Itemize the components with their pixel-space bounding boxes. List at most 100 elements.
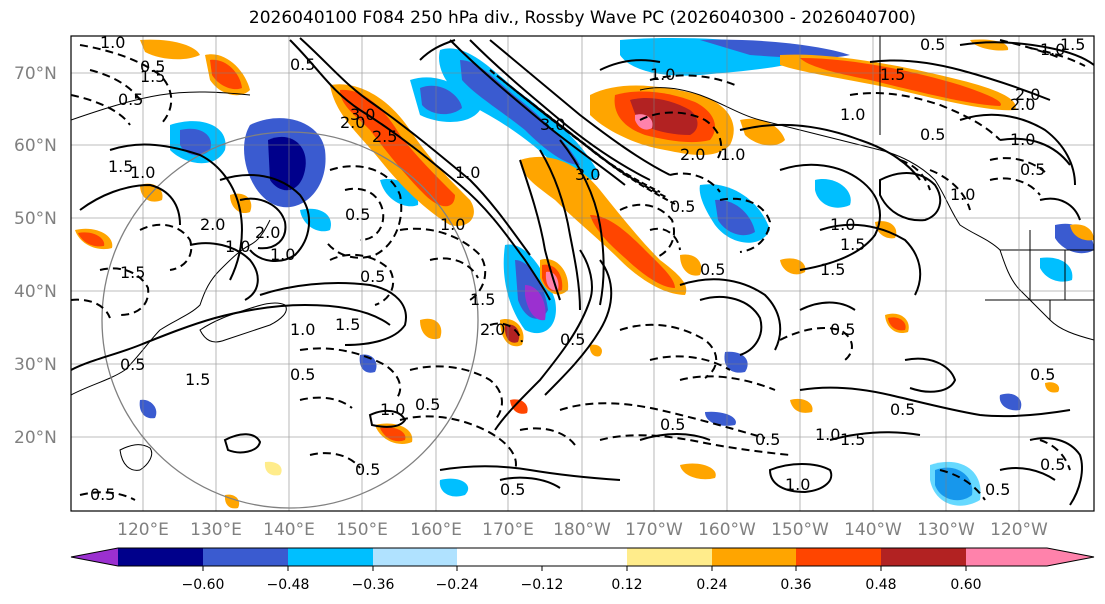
contour-label: 1.0 — [815, 425, 840, 444]
colorbar-tick: 0.12 — [611, 577, 642, 593]
contour-label: 0.5 — [755, 430, 780, 449]
colorbar-segment — [373, 548, 457, 566]
contour-label: 1.0 — [720, 145, 745, 164]
colorbar-segment — [881, 548, 966, 566]
contour-label: 2.0 — [480, 320, 505, 339]
colorbar-tick: 0.24 — [696, 577, 727, 593]
contour-label: 0.5 — [1030, 365, 1055, 384]
contour-label: 0.5 — [290, 365, 315, 384]
contour-label: 0.5 — [985, 480, 1010, 499]
colorbar-tick: 0.48 — [865, 577, 896, 593]
reference-circle — [101, 131, 479, 509]
contour-label: 0.5 — [920, 125, 945, 144]
contour-label: 1.0 — [130, 163, 155, 182]
contour-label: 1.0 — [440, 215, 465, 234]
contour-label: 1.0 — [270, 245, 295, 264]
contour-label: 1.5 — [470, 290, 495, 309]
colorbar-outline — [70, 547, 1095, 567]
lon-label: 150°W — [771, 520, 829, 540]
contour-label: 1.5 — [840, 430, 865, 449]
contour-label: 0.5 — [700, 260, 725, 279]
lon-label: 180°W — [553, 520, 611, 540]
gridlines — [71, 36, 1094, 511]
lon-label: 160°E — [410, 520, 462, 540]
contour-label: 2.0 — [340, 113, 365, 132]
colorbar-tick: −0.36 — [352, 577, 395, 593]
contour-label: 1.0 — [785, 475, 810, 494]
contour-label: 1.5 — [1060, 35, 1085, 54]
contour-label: 0.5 — [660, 415, 685, 434]
contour-label: 0.5 — [415, 395, 440, 414]
colorbar-extend-left — [71, 548, 118, 566]
colorbar-tick: −0.60 — [182, 577, 225, 593]
contour-label: 0.5 — [290, 55, 315, 74]
colorbar-segment — [627, 548, 712, 566]
colorbar-segment — [288, 548, 373, 566]
coastlines — [71, 36, 1094, 471]
lon-label: 120°E — [117, 520, 169, 540]
contour-label: 1.5 — [840, 235, 865, 254]
contour-label: 1.5 — [120, 263, 145, 282]
divergence-shading — [75, 38, 1094, 509]
chart-title: 2026040100 F084 250 hPa div., Rossby Wav… — [248, 8, 917, 28]
colorbar-segment — [457, 548, 542, 566]
lat-label-60n: 60°N — [14, 136, 57, 156]
colorbar-segment — [203, 548, 288, 566]
lon-label: 160°W — [698, 520, 756, 540]
contour-labels: 1.0 1.5 0.5 0.5 1.0 1.5 2.0 1.0 1.0 0.5 … — [90, 33, 1085, 504]
lat-label-50n: 50°N — [14, 209, 57, 229]
contour-label: 1.0 — [380, 400, 405, 419]
contour-label: 0.5 — [90, 485, 115, 504]
contour-label: 0.5 — [355, 460, 380, 479]
longitude-labels: 120°E 130°E 140°E 150°E 160°E 170°E 180°… — [117, 520, 1048, 540]
contour-label: 0.5 — [1040, 455, 1065, 474]
contour-label: 1.5 — [335, 315, 360, 334]
colorbar-segment — [712, 548, 796, 566]
contour-label: 2.0 — [1015, 85, 1040, 104]
contour-label: 1.0 — [840, 105, 865, 124]
contour-label: 2.5 — [372, 127, 397, 146]
colorbar-tick: 0.60 — [950, 577, 981, 593]
lat-label-20n: 20°N — [14, 428, 57, 448]
contour-label: 2.0 — [200, 215, 225, 234]
contour-label: 0.5 — [345, 205, 370, 224]
latitude-labels: 70°N 60°N 50°N 40°N 30°N 20°N — [14, 64, 57, 448]
lon-label: 170°E — [482, 520, 534, 540]
contour-label: 0.5 — [890, 400, 915, 419]
contour-label: 1.0 — [1010, 130, 1035, 149]
contour-label: 1.0 — [100, 33, 125, 52]
colorbar-extend-right — [1047, 548, 1094, 566]
contour-label: 1.5 — [108, 157, 133, 176]
jet-contours — [489, 69, 676, 205]
dashed-contours — [71, 39, 1086, 501]
contour-label: 0.5 — [140, 57, 165, 76]
colorbar-segment — [542, 548, 627, 566]
contour-label: 0.5 — [118, 90, 143, 109]
lon-label: 130°W — [917, 520, 975, 540]
contour-label: 0.5 — [830, 320, 855, 339]
lon-label: 170°W — [625, 520, 683, 540]
contour-label: 2.0 — [1010, 95, 1035, 114]
map-frame — [70, 35, 1095, 512]
contour-label: 3.0 — [575, 165, 600, 184]
contour-label: 3.0 — [350, 105, 375, 124]
contour-label: 0.5 — [120, 355, 145, 374]
contour-label: 1.0 — [290, 320, 315, 339]
solid-contours — [71, 37, 1094, 506]
lat-label-30n: 30°N — [14, 355, 57, 375]
contour-label: 1.0 — [1040, 40, 1065, 59]
contour-label: 1.0 — [950, 185, 975, 204]
colorbar-tick: −0.24 — [436, 577, 479, 593]
contour-label: 2.0 — [255, 223, 280, 242]
contour-label: 0.5 — [670, 197, 695, 216]
contour-label: 1.0 — [830, 215, 855, 234]
colorbar-tick: −0.48 — [267, 577, 310, 593]
lat-label-40n: 40°N — [14, 282, 57, 302]
contour-label: 3.0 — [540, 115, 565, 134]
colorbar-segment — [118, 548, 203, 566]
lat-label-70n: 70°N — [14, 64, 57, 84]
contour-label: 0.5 — [920, 35, 945, 54]
contour-label: 1.5 — [185, 370, 210, 389]
contour-label: 0.5 — [500, 480, 525, 499]
